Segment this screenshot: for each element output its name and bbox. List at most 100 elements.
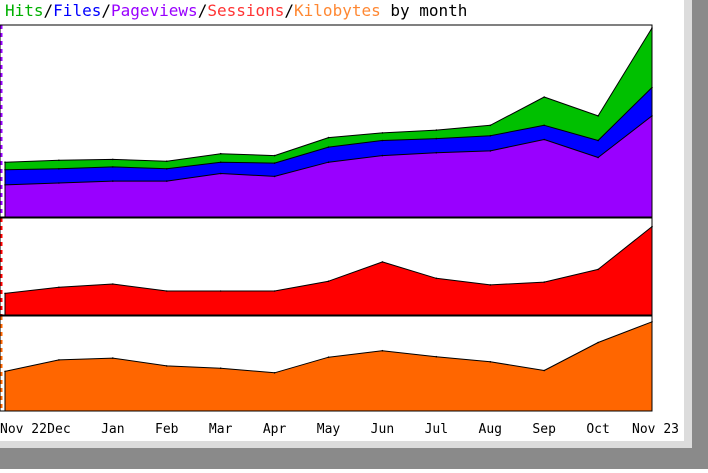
frame-right-dark bbox=[692, 0, 708, 469]
data-point-hits bbox=[58, 159, 60, 162]
chart-title-segment: Kilobytes bbox=[294, 1, 381, 20]
frame-right-light bbox=[684, 0, 692, 448]
data-point-pageviews bbox=[273, 175, 276, 178]
data-point-kilobytes bbox=[219, 367, 222, 370]
data-point-kilobytes bbox=[381, 349, 384, 352]
data-point-pageviews bbox=[166, 180, 168, 182]
data-point-sessions bbox=[166, 290, 168, 292]
chart-title-segment: Sessions bbox=[207, 1, 284, 20]
data-point-pageviews bbox=[4, 184, 6, 186]
data-point-kilobytes bbox=[4, 370, 6, 373]
x-tick-label: Apr bbox=[263, 422, 287, 437]
x-tick-label: Aug bbox=[479, 422, 502, 437]
data-point-kilobytes bbox=[435, 355, 438, 358]
data-point-files bbox=[489, 134, 492, 137]
chart-panels bbox=[0, 24, 653, 412]
data-point-kilobytes bbox=[58, 359, 60, 361]
data-point-pageviews bbox=[112, 180, 114, 182]
chart-title-segment: by month bbox=[381, 1, 468, 20]
data-point-hits bbox=[543, 96, 545, 98]
data-point-sessions bbox=[58, 286, 60, 289]
frame-bottom-light bbox=[0, 441, 692, 448]
chart-title-segment: Pageviews bbox=[111, 1, 198, 20]
chart-title-segment: Hits bbox=[5, 1, 44, 20]
panel-hits-files-pageviews bbox=[0, 24, 653, 218]
x-tick-label: Oct bbox=[586, 422, 609, 437]
data-point-hits bbox=[219, 152, 222, 155]
data-point-files bbox=[381, 139, 384, 142]
data-point-files bbox=[435, 137, 438, 140]
data-point-kilobytes bbox=[112, 357, 114, 359]
data-point-files bbox=[543, 124, 545, 127]
data-point-pageviews bbox=[381, 154, 384, 157]
data-point-pageviews bbox=[489, 150, 492, 152]
chart-title-segment: Files bbox=[53, 1, 101, 20]
data-point-pageviews bbox=[58, 182, 60, 184]
chart-title-segment: / bbox=[284, 1, 294, 20]
data-point-hits bbox=[4, 161, 6, 163]
panel-border bbox=[0, 217, 653, 316]
data-point-hits bbox=[327, 136, 330, 139]
data-point-sessions bbox=[219, 290, 222, 292]
data-point-sessions bbox=[489, 284, 492, 286]
panel-border bbox=[0, 24, 653, 218]
data-point-kilobytes bbox=[543, 369, 545, 372]
data-point-kilobytes bbox=[327, 356, 330, 359]
data-point-files bbox=[166, 168, 168, 170]
x-axis-ticks: Nov 22 Dec Jan Feb Mar Apr May Jun Jul Aug Sep Oct N… bbox=[0, 422, 679, 437]
chart-title-segment: / bbox=[101, 1, 111, 20]
area-series-pageviews bbox=[4, 115, 653, 218]
chart-title-segment: / bbox=[44, 1, 54, 20]
x-tick-label: Jun bbox=[371, 422, 394, 437]
data-point-files bbox=[219, 161, 222, 163]
data-point-files bbox=[327, 146, 330, 148]
x-tick-label: Feb bbox=[155, 422, 179, 437]
data-point-files bbox=[273, 162, 276, 164]
data-point-kilobytes bbox=[273, 372, 276, 374]
x-tick-label: Nov 22 bbox=[0, 422, 47, 437]
x-tick-label: Jan bbox=[101, 422, 124, 437]
data-point-kilobytes bbox=[597, 341, 599, 344]
x-tick-label: Mar bbox=[209, 422, 233, 437]
data-point-pageviews bbox=[543, 138, 545, 141]
data-point-hits bbox=[381, 132, 384, 134]
data-point-files bbox=[112, 166, 114, 168]
data-point-kilobytes bbox=[489, 361, 492, 363]
data-point-sessions bbox=[327, 280, 330, 283]
data-point-hits bbox=[597, 115, 599, 117]
data-point-files bbox=[597, 139, 599, 142]
data-point-sessions bbox=[381, 261, 384, 263]
data-point-hits bbox=[273, 154, 276, 157]
area-series-sessions bbox=[4, 226, 653, 316]
panel-kilobytes bbox=[0, 315, 653, 412]
data-point-hits bbox=[489, 124, 492, 127]
chart-title-segment: / bbox=[198, 1, 208, 20]
data-point-sessions bbox=[597, 268, 599, 271]
data-point-sessions bbox=[435, 277, 438, 280]
chart-title: Hits/Files/Pageviews/Sessions/Kilobytes … bbox=[5, 1, 467, 20]
data-point-pageviews bbox=[597, 156, 599, 159]
data-point-hits bbox=[435, 129, 438, 131]
data-point-hits bbox=[166, 160, 168, 162]
data-point-sessions bbox=[543, 281, 545, 283]
x-tick-label: Nov 23 bbox=[632, 422, 679, 437]
data-point-sessions bbox=[112, 283, 114, 285]
x-tick-label: Dec bbox=[47, 422, 70, 437]
data-point-files bbox=[58, 168, 60, 170]
data-point-files bbox=[4, 169, 6, 171]
data-point-pageviews bbox=[327, 161, 330, 163]
panel-border bbox=[0, 315, 653, 412]
data-point-pageviews bbox=[435, 151, 438, 154]
x-tick-label: Sep bbox=[532, 422, 556, 437]
area-series-kilobytes bbox=[4, 321, 653, 412]
data-point-pageviews bbox=[219, 172, 222, 175]
frame-bottom-dark bbox=[0, 448, 708, 469]
panel-sessions bbox=[0, 217, 653, 316]
x-tick-label: Jul bbox=[425, 422, 448, 437]
data-point-kilobytes bbox=[166, 365, 168, 367]
x-tick-label: May bbox=[317, 422, 341, 437]
data-point-sessions bbox=[4, 292, 6, 295]
data-point-sessions bbox=[273, 290, 276, 292]
